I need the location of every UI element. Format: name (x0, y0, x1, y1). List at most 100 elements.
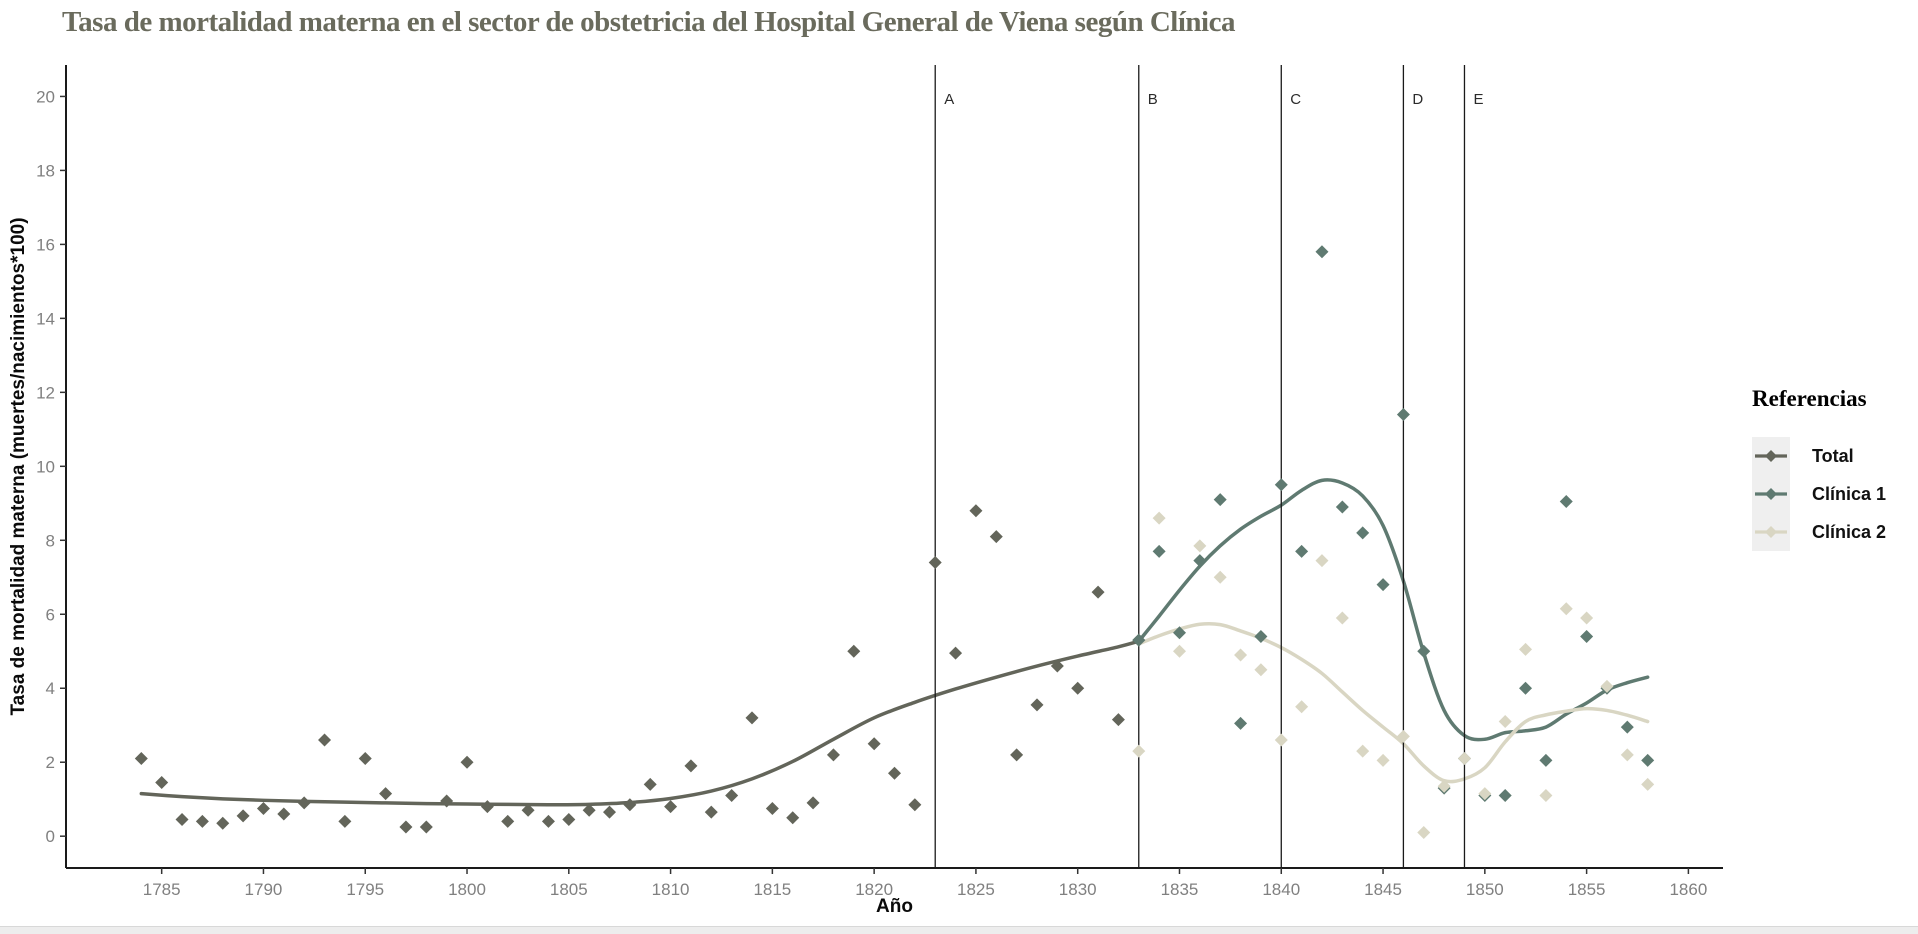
data-point-Clínica 1 (1234, 716, 1248, 730)
legend-key-total (1752, 437, 1790, 475)
data-point-Total (155, 776, 169, 790)
data-point-Clínica 1 (1254, 629, 1268, 643)
x-tick-label: 1835 (1161, 880, 1199, 899)
data-point-Clínica 1 (1193, 554, 1207, 568)
data-point-Clínica 2 (1437, 779, 1451, 793)
data-point-Clínica 2 (1356, 744, 1370, 758)
data-point-Clínica 1 (1356, 526, 1370, 540)
data-point-Total (745, 711, 759, 725)
legend-item-clinica-1: Clínica 1 (1752, 475, 1886, 513)
data-point-Total (134, 752, 148, 766)
data-point-Clínica 2 (1600, 679, 1614, 693)
data-point-Total (358, 752, 372, 766)
data-point-Clínica 2 (1295, 700, 1309, 714)
legend-key-clinica-2 (1752, 513, 1790, 551)
data-point-Total (725, 789, 739, 803)
event-line-label-E: E (1473, 91, 1483, 108)
y-tick-label: 14 (36, 309, 55, 328)
data-point-Total (338, 814, 352, 828)
legend-key-diamond (1765, 526, 1777, 538)
data-point-Total (949, 646, 963, 660)
data-point-Total (704, 805, 718, 819)
y-tick-label: 10 (36, 457, 55, 476)
x-tick-label: 1795 (346, 880, 384, 899)
data-point-Total (216, 816, 230, 830)
smooth-line-Clínica 2 (1137, 621, 1650, 784)
x-tick-label: 1820 (855, 880, 893, 899)
data-point-Total (847, 644, 861, 658)
x-tick-label: 1855 (1568, 880, 1606, 899)
legend-item-total: Total (1752, 437, 1886, 475)
data-point-Total (969, 504, 983, 518)
horizontal-scrollbar-track[interactable] (0, 926, 1918, 934)
data-point-Total (297, 796, 311, 810)
data-point-Clínica 1 (1580, 629, 1594, 643)
legend-item-clinica-2: Clínica 2 (1752, 513, 1886, 551)
event-line-label-C: C (1290, 91, 1301, 108)
x-tick-label: 1830 (1059, 880, 1097, 899)
legend: Referencias Total Clínica 1 Clínica 2 (1752, 386, 1886, 551)
event-line-label-A: A (944, 91, 954, 108)
data-point-Total (765, 801, 779, 815)
data-point-Clínica 2 (1274, 733, 1288, 747)
y-tick-label: 8 (46, 531, 55, 550)
x-tick-label: 1840 (1262, 880, 1300, 899)
data-point-Clínica 2 (1559, 602, 1573, 616)
data-point-Clínica 2 (1234, 648, 1248, 662)
data-point-Total (1091, 585, 1105, 599)
data-point-Clínica 2 (1519, 642, 1533, 656)
data-point-Total (541, 814, 555, 828)
legend-rows: Total Clínica 1 Clínica 2 (1752, 437, 1886, 551)
data-point-Total (806, 796, 820, 810)
data-point-Clínica 1 (1274, 478, 1288, 492)
data-point-Total (928, 555, 942, 569)
data-point-Clínica 2 (1641, 777, 1655, 791)
data-point-Total (318, 733, 332, 747)
x-tick-label: 1790 (245, 880, 283, 899)
data-point-Clínica 2 (1478, 787, 1492, 801)
x-tick-label: 1850 (1466, 880, 1504, 899)
y-tick-label: 6 (46, 605, 55, 624)
data-point-Clínica 2 (1213, 570, 1227, 584)
legend-label: Total (1812, 445, 1854, 466)
data-point-Clínica 2 (1376, 753, 1390, 767)
legend-label: Clínica 2 (1812, 521, 1887, 542)
data-point-Clínica 1 (1498, 789, 1512, 803)
x-axis-title: Año (876, 896, 913, 917)
data-point-Total (1050, 659, 1064, 673)
data-point-Clínica 1 (1417, 644, 1431, 658)
x-tick-label: 1845 (1364, 880, 1402, 899)
data-point-Total (786, 811, 800, 825)
legend-key-diamond (1765, 488, 1777, 500)
x-tick-label: 1860 (1669, 880, 1707, 899)
data-point-Total (908, 798, 922, 812)
data-point-Total (399, 820, 413, 834)
data-point-Total (989, 530, 1003, 544)
x-tick-label: 1810 (652, 880, 690, 899)
data-point-Clínica 2 (1539, 789, 1553, 803)
legend-key-clinica-1 (1752, 475, 1790, 513)
line-diamond-key-icon (1755, 526, 1787, 538)
data-point-Clínica 1 (1335, 500, 1349, 514)
data-point-Clínica 1 (1132, 633, 1146, 647)
data-point-Total (277, 807, 291, 821)
data-point-Total (236, 809, 250, 823)
data-point-Clínica 2 (1193, 539, 1207, 553)
line-diamond-key-icon (1755, 450, 1787, 462)
data-point-Clínica 2 (1335, 611, 1349, 625)
x-tick-label: 1785 (143, 880, 181, 899)
y-tick-label: 4 (46, 679, 55, 698)
data-point-Total (1071, 681, 1085, 695)
data-point-Total (867, 737, 881, 751)
data-point-Clínica 1 (1376, 578, 1390, 592)
data-point-Total (684, 759, 698, 773)
y-tick-label: 2 (46, 753, 55, 772)
data-point-Clínica 1 (1519, 681, 1533, 695)
x-tick-label: 1800 (448, 880, 486, 899)
event-line-label-D: D (1412, 91, 1423, 108)
x-tick-label: 1825 (957, 880, 995, 899)
y-tick-label: 16 (36, 235, 55, 254)
data-point-Clínica 1 (1559, 494, 1573, 508)
x-tick-label: 1805 (550, 880, 588, 899)
